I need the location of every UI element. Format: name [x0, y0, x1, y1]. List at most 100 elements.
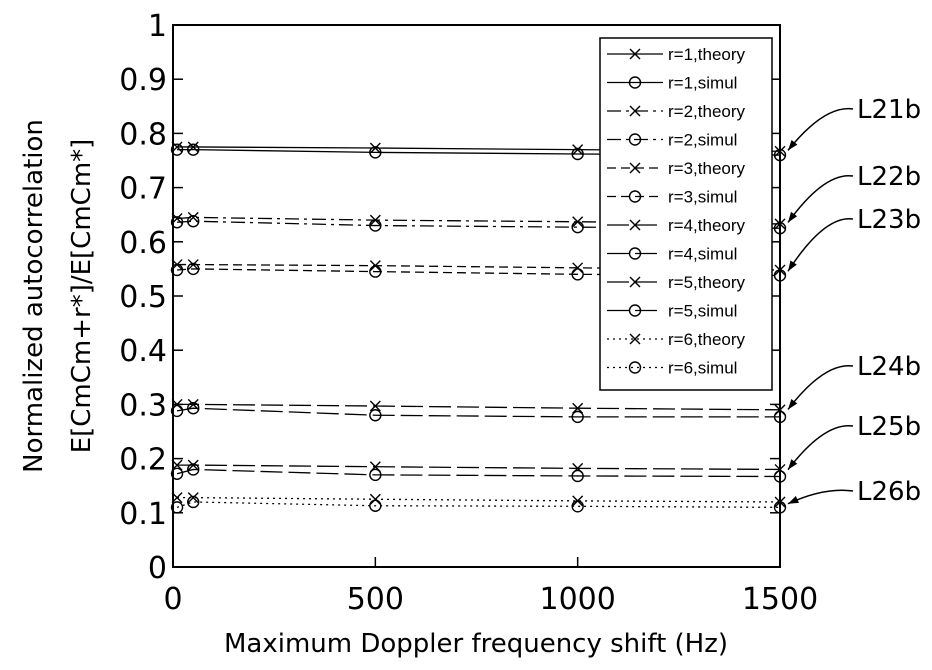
data-point: [171, 492, 183, 504]
y-tick-label: 0.8: [119, 117, 167, 152]
callout: L22b: [787, 162, 921, 223]
data-point: [572, 262, 584, 274]
legend-marker: [628, 361, 642, 374]
data-point: [187, 459, 199, 471]
series-line: [176, 468, 781, 478]
legend-marker: [629, 48, 641, 60]
callout-label: L23b: [857, 205, 921, 235]
x-tick-label: 1000: [539, 582, 615, 617]
legend-entry: r=4,theory: [607, 216, 746, 235]
series-line: [177, 464, 781, 471]
legend-label: r=1,simul: [668, 74, 737, 93]
data-point: [187, 215, 200, 228]
legend-label: r=5,simul: [668, 302, 737, 321]
callout-leader: [787, 218, 854, 272]
legend-label: r=4,theory: [668, 216, 746, 235]
legend-marker: [628, 247, 642, 260]
callouts: L21b L22b L23b L24b L25b L26b: [787, 95, 921, 507]
data-point: [170, 143, 184, 156]
legend-label: r=2,theory: [668, 102, 746, 121]
callout: L25b: [787, 412, 921, 471]
legend-marker: [629, 219, 641, 231]
y-tick-label: 0.6: [119, 226, 167, 261]
legend-marker: [628, 76, 642, 89]
series-line: [177, 496, 781, 503]
data-point: [369, 468, 382, 482]
data-point: [571, 220, 584, 234]
callout-leader: [787, 424, 854, 471]
legend-label: r=6,theory: [668, 330, 746, 349]
series-line: [177, 403, 781, 411]
data-point: [369, 400, 381, 412]
legend-marker: [628, 304, 642, 317]
data-point: [187, 492, 199, 504]
legend-entry: r=2,simul: [607, 131, 737, 150]
callout: L21b: [787, 95, 921, 151]
x-ticks: 0 500 1000 1500: [163, 557, 818, 617]
series-8: [170, 401, 787, 424]
data-point: [170, 501, 184, 514]
callout-leader: [787, 107, 854, 151]
callout: L23b: [787, 205, 921, 272]
callout-arrowhead: [788, 459, 798, 470]
legend-entry: r=5,theory: [607, 273, 746, 292]
legend-box: [599, 37, 773, 391]
callout-label: L26b: [857, 477, 921, 507]
legend-label: r=4,simul: [668, 245, 737, 264]
legend-entry: r=3,theory: [607, 159, 746, 178]
data-point: [369, 493, 381, 505]
y-ticks: 0 0.1 0.2 0.3 0.4 0.5 0.6 0.7 0.8 0.9 1: [119, 9, 780, 586]
legend-marker: [628, 133, 642, 146]
data-point: [369, 265, 382, 278]
y-axis-title-line-1: Normalized autocorrelation: [19, 119, 49, 473]
y-tick-label: 0.7: [119, 172, 167, 207]
legend-marker: [628, 190, 642, 203]
legend: r=1,theory r=1,simul r=2,theory r=2,simul r=…: [599, 37, 773, 391]
data-point: [369, 142, 381, 154]
series-11: [171, 492, 786, 508]
series-10: [170, 463, 787, 483]
y-tick-label: 0.5: [119, 280, 167, 315]
data-point: [171, 398, 183, 410]
callout-label: L25b: [857, 412, 921, 442]
data-point: [369, 409, 382, 422]
data-point: [571, 469, 584, 483]
x-tick-label: 1500: [742, 582, 818, 617]
data-point: [187, 259, 199, 271]
data-point: [170, 263, 184, 277]
callout-arrowhead: [788, 211, 798, 223]
data-point: [773, 501, 787, 514]
legend-label: r=3,simul: [668, 188, 737, 207]
legend-entry: r=6,theory: [607, 330, 746, 349]
data-point: [170, 404, 184, 418]
data-point: [369, 499, 382, 512]
legend-entry: r=6,simul: [607, 359, 737, 378]
data-point: [369, 146, 382, 159]
data-point: [572, 402, 584, 414]
y-tick-label: 0.4: [119, 334, 167, 369]
y-tick-label: 0.1: [119, 497, 167, 532]
callout-arrowhead: [788, 496, 799, 504]
series-9: [171, 459, 786, 475]
legend-entries: r=1,theory r=1,simul r=2,theory r=2,simul r=…: [607, 45, 746, 378]
y-tick-label: 0.3: [119, 388, 167, 423]
data-point: [774, 218, 786, 230]
data-point: [187, 262, 200, 276]
legend-marker: [629, 105, 641, 117]
data-point: [571, 500, 584, 513]
legend-label: r=3,theory: [668, 159, 746, 178]
legend-entry: r=1,theory: [607, 45, 746, 64]
legend-entry: r=5,simul: [607, 302, 737, 321]
legend-marker: [629, 276, 641, 288]
data-point: [572, 144, 584, 156]
series-7: [171, 398, 786, 416]
data-point: [773, 222, 787, 235]
data-point: [773, 410, 787, 424]
legend-marker: [629, 333, 641, 345]
series-line: [176, 501, 781, 509]
callout-label: L24b: [857, 352, 921, 382]
legend-label: r=1,theory: [668, 45, 746, 64]
callout-label: L22b: [857, 162, 921, 192]
y-tick-label: 0.2: [119, 443, 167, 478]
